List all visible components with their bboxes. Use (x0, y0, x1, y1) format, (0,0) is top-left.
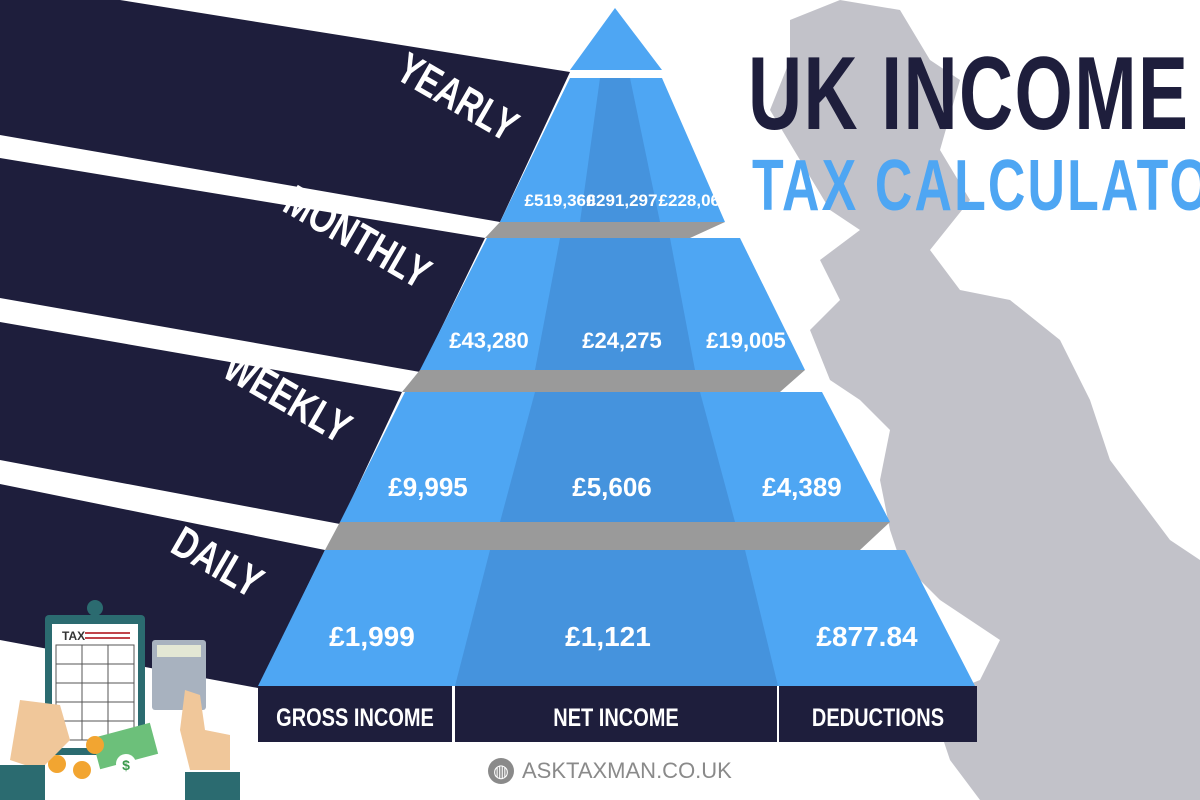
col-deductions-label: DEDUCTIONS (812, 704, 944, 732)
yearly-net: £291,297 (587, 191, 658, 210)
website[interactable]: ◍ ASKTAXMAN.CO.UK (488, 758, 732, 784)
band-weekly (0, 322, 402, 524)
col-net-label: NET INCOME (553, 704, 678, 732)
weekly-deductions: £4,389 (762, 472, 842, 502)
daily-deductions: £877.84 (816, 621, 918, 652)
tier-yearly-mid (580, 78, 660, 222)
coin-icon (73, 761, 91, 779)
pointing-hand-icon (180, 690, 230, 770)
weekly-gross: £9,995 (388, 472, 468, 502)
slab (325, 522, 890, 550)
band-monthly (0, 158, 485, 372)
weekly-net: £5,606 (572, 472, 652, 502)
band-yearly (0, 0, 570, 222)
row-daily: £1,999 £1,121 £877.84 (329, 621, 918, 652)
col-gross-label: GROSS INCOME (276, 704, 434, 732)
uk-map (770, 0, 1200, 800)
tax-illustration: TAX $ (0, 600, 240, 800)
tier-daily-mid (455, 550, 778, 686)
slab (402, 370, 805, 392)
yearly-deductions: £228,063 (659, 191, 730, 210)
clipboard-label: TAX (62, 629, 85, 643)
svg-text:$: $ (122, 757, 130, 773)
tier-weekly-mid (500, 392, 735, 522)
col-deductions (779, 686, 977, 742)
slab (485, 222, 725, 238)
col-gross (258, 686, 452, 742)
row-weekly: £9,995 £5,606 £4,389 (388, 472, 842, 502)
title-line1: UK INCOME (748, 36, 1190, 152)
daily-gross: £1,999 (329, 621, 415, 652)
row-monthly: £43,280 £24,275 £19,005 (449, 328, 786, 353)
monthly-net: £24,275 (582, 328, 662, 353)
banknote-icon (91, 722, 159, 770)
hand-icon (10, 700, 70, 770)
tier-monthly-mid (535, 238, 695, 370)
yearly-gross: £519,360 (525, 191, 596, 210)
monthly-gross: £43,280 (449, 328, 529, 353)
daily-net: £1,121 (565, 621, 651, 652)
pyramid-apex (570, 8, 662, 70)
globe-icon: ◍ (488, 758, 514, 784)
monthly-deductions: £19,005 (706, 328, 786, 353)
website-label[interactable]: ASKTAXMAN.CO.UK (522, 758, 732, 783)
coin-icon (86, 736, 104, 754)
coin-icon (48, 755, 66, 773)
col-net (455, 686, 777, 742)
title-line2: TAX CALCULATOR (752, 146, 1200, 226)
row-yearly: £519,360 £291,297 £228,063 (525, 191, 730, 210)
